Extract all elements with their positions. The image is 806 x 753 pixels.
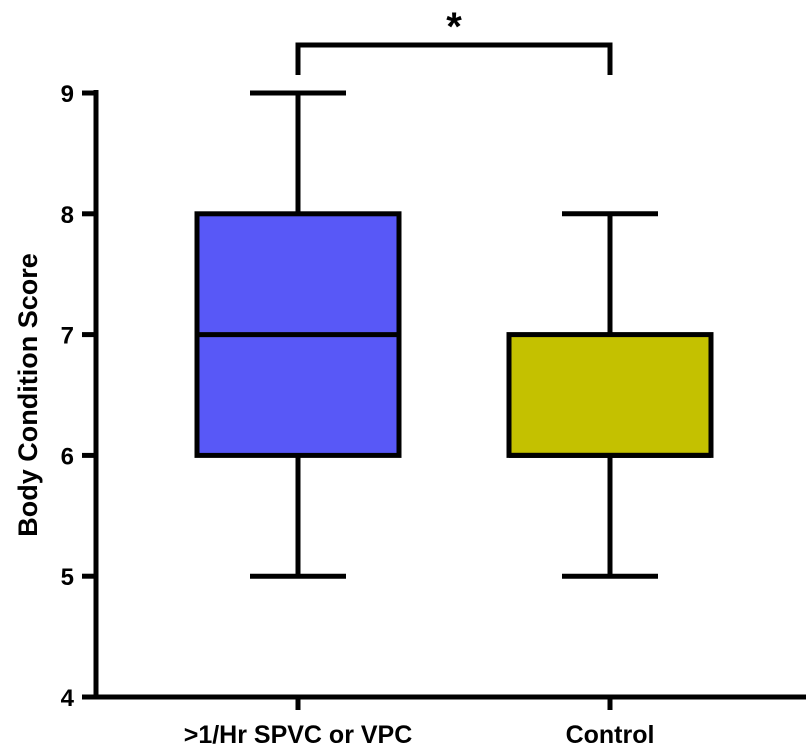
boxes [194,90,714,579]
box-1 [194,90,402,579]
y-tick-label: 7 [61,323,74,350]
y-tick-label: 8 [61,202,74,229]
y-axis-label: Body Condition Score [13,253,43,537]
box-iqr [506,332,714,458]
x-category-label: Control [566,721,655,749]
y-tick-label: 5 [61,564,74,591]
y-tick-label: 9 [61,81,74,108]
box-2 [506,211,714,579]
y-tick-label: 6 [61,443,74,470]
significance-bracket [295,42,613,75]
y-tick-label: 4 [61,685,75,712]
significance-star: * [446,5,462,49]
axes: 4 5 6 7 8 9 >1/Hr SPVC or VPC Control [61,81,806,749]
annotations: * [295,5,613,75]
x-category-label: >1/Hr SPVC or VPC [184,721,413,749]
